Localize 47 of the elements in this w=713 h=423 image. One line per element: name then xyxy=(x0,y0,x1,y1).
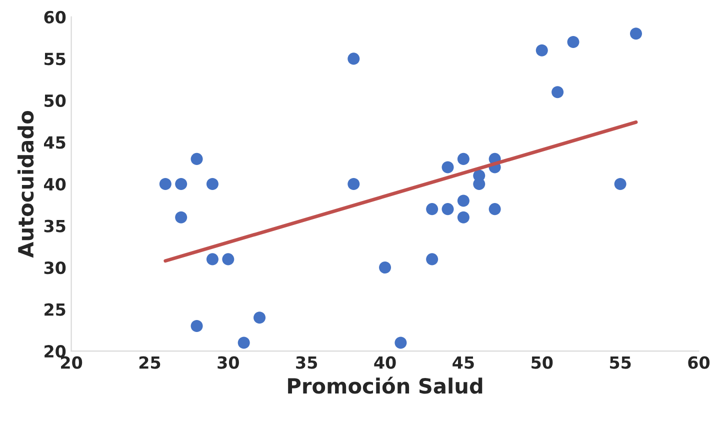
point xyxy=(175,178,188,190)
x-tick-label: 35 xyxy=(296,356,318,369)
y-tick-label: 35 xyxy=(44,220,66,232)
point xyxy=(442,203,454,216)
x-tick-label: 25 xyxy=(139,356,160,369)
point xyxy=(614,178,626,190)
point xyxy=(536,44,548,56)
y-tick-label: 30 xyxy=(44,262,66,274)
y-tick-label: 50 xyxy=(44,94,66,108)
point xyxy=(457,194,470,207)
x-tick-label: 60 xyxy=(688,356,710,369)
x-tick-label: 30 xyxy=(218,356,239,369)
point xyxy=(222,253,234,266)
point xyxy=(457,152,470,165)
y-tick-label: 60 xyxy=(44,10,66,24)
point xyxy=(552,86,564,98)
y-tick-label: 40 xyxy=(44,178,66,191)
y-tick-label: 45 xyxy=(44,136,66,149)
point xyxy=(457,211,470,224)
point xyxy=(206,253,218,266)
point xyxy=(159,178,172,190)
x-tick-label: 50 xyxy=(532,356,553,369)
point xyxy=(348,52,360,65)
point xyxy=(442,161,454,174)
point xyxy=(206,178,218,190)
point xyxy=(348,178,360,190)
point xyxy=(190,152,203,165)
point xyxy=(567,36,580,48)
x-axis-title: Promoción Salud xyxy=(288,376,482,394)
x-tick-label: 40 xyxy=(374,356,396,369)
point xyxy=(426,253,438,266)
y-axis-title: Autocuidado xyxy=(18,111,34,258)
y-tick-label: 55 xyxy=(44,52,66,66)
point xyxy=(426,203,438,216)
point xyxy=(394,336,407,349)
point xyxy=(254,312,266,324)
x-tick-label: 45 xyxy=(452,356,474,369)
point xyxy=(238,336,250,349)
point xyxy=(488,203,501,216)
y-tick-label: 25 xyxy=(44,303,66,316)
point xyxy=(175,211,188,224)
y-tick-label: 20 xyxy=(44,345,66,358)
point xyxy=(630,28,642,40)
point xyxy=(379,262,392,274)
x-tick-label: 20 xyxy=(61,356,82,369)
x-tick-label: 55 xyxy=(610,356,631,369)
point xyxy=(190,320,203,332)
